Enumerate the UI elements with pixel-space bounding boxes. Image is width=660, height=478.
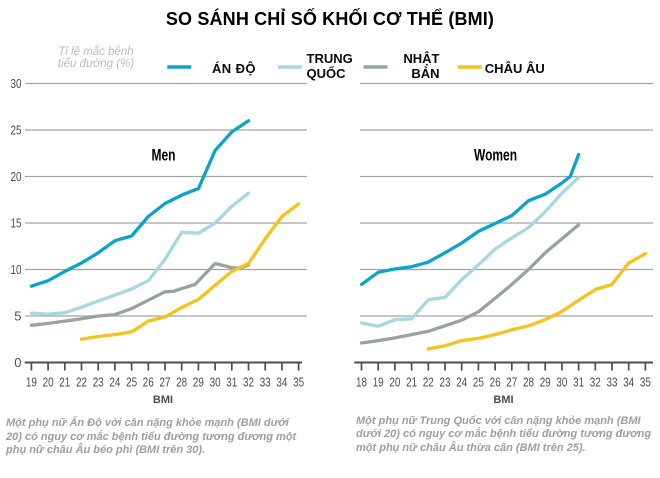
svg-text:22: 22 — [76, 375, 87, 390]
svg-text:Women: Women — [474, 147, 517, 165]
svg-text:23: 23 — [93, 375, 104, 390]
svg-text:0: 0 — [14, 355, 21, 370]
svg-text:27: 27 — [160, 375, 171, 390]
svg-text:21: 21 — [59, 375, 70, 390]
svg-text:30: 30 — [556, 375, 567, 390]
svg-text:BMI: BMI — [153, 394, 173, 406]
svg-text:15: 15 — [11, 216, 22, 231]
svg-text:30: 30 — [11, 76, 22, 91]
svg-text:24: 24 — [456, 375, 467, 390]
svg-text:30: 30 — [210, 375, 221, 390]
svg-text:35: 35 — [640, 375, 651, 390]
svg-text:28: 28 — [176, 375, 187, 390]
svg-text:34: 34 — [276, 375, 287, 390]
svg-text:34: 34 — [623, 375, 634, 390]
svg-text:22: 22 — [423, 375, 434, 390]
svg-text:BMI: BMI — [493, 394, 513, 406]
svg-text:23: 23 — [440, 375, 451, 390]
svg-text:18: 18 — [356, 375, 367, 390]
svg-text:10: 10 — [11, 262, 22, 277]
svg-text:25: 25 — [126, 375, 137, 390]
svg-text:25: 25 — [11, 123, 22, 138]
svg-text:26: 26 — [143, 375, 154, 390]
svg-text:19: 19 — [26, 375, 37, 390]
svg-text:32: 32 — [243, 375, 254, 390]
svg-text:Men: Men — [152, 147, 176, 165]
svg-text:33: 33 — [607, 375, 618, 390]
svg-text:20: 20 — [43, 375, 54, 390]
svg-text:21: 21 — [406, 375, 417, 390]
svg-text:20: 20 — [11, 169, 22, 184]
svg-text:28: 28 — [523, 375, 534, 390]
svg-text:24: 24 — [109, 375, 120, 390]
svg-text:35: 35 — [293, 375, 304, 390]
svg-text:29: 29 — [540, 375, 551, 390]
svg-text:26: 26 — [490, 375, 501, 390]
svg-text:29: 29 — [193, 375, 204, 390]
svg-text:5: 5 — [14, 309, 21, 324]
svg-text:33: 33 — [260, 375, 271, 390]
svg-text:31: 31 — [226, 375, 237, 390]
svg-text:19: 19 — [373, 375, 384, 390]
svg-text:20: 20 — [389, 375, 400, 390]
svg-text:27: 27 — [506, 375, 517, 390]
svg-text:25: 25 — [473, 375, 484, 390]
svg-text:31: 31 — [573, 375, 584, 390]
svg-text:32: 32 — [590, 375, 601, 390]
